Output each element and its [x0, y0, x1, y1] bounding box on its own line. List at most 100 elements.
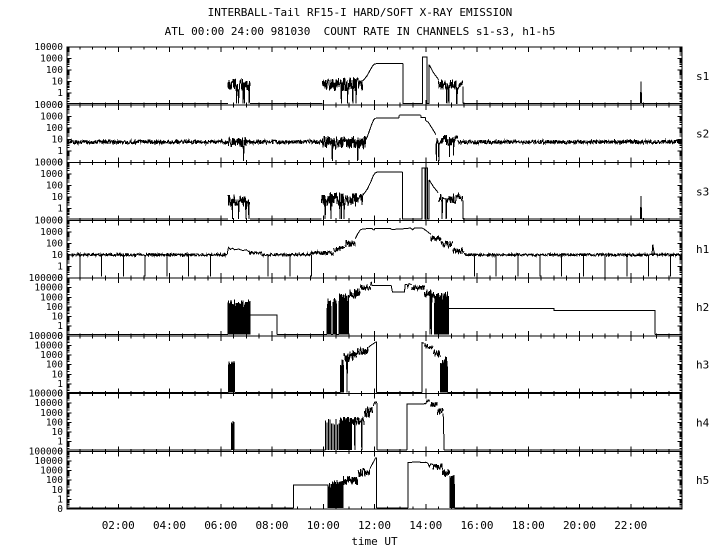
panel-ticks	[66, 335, 683, 394]
x-tick-label: 12:00	[358, 519, 391, 532]
y-tick-label: 0	[57, 273, 63, 284]
trace-h1	[651, 244, 655, 255]
trace-h2	[411, 284, 425, 292]
trace-h3	[356, 346, 369, 356]
trace-h5	[327, 483, 332, 508]
trace-s3	[320, 191, 364, 219]
y-tick-label: 10000	[34, 456, 63, 467]
trace-h1	[66, 251, 228, 258]
y-tick-label: 100	[46, 123, 63, 134]
trace-h3	[440, 356, 448, 393]
panel-frame	[66, 277, 683, 337]
trace-h4	[339, 416, 353, 451]
trace-h2	[348, 288, 361, 300]
x-tick-label: 10:00	[307, 519, 340, 532]
panel-frame	[66, 104, 683, 163]
trace-h1	[422, 227, 432, 235]
y-tick-label: 10	[52, 134, 64, 145]
trace-s1	[227, 77, 251, 104]
trace-h4	[436, 407, 444, 415]
y-tick-label: 1000	[40, 350, 63, 361]
trace-h1	[344, 240, 356, 248]
y-tick-label: 0	[57, 504, 63, 515]
y-tick-label: 10000	[34, 283, 63, 294]
panel-ticks	[66, 46, 683, 106]
channel-label-s3: s3	[696, 185, 709, 198]
trace-s3	[428, 179, 439, 193]
trace-h2	[249, 314, 278, 335]
x-tick-label: 02:00	[102, 519, 135, 532]
panel-frame	[66, 335, 683, 394]
trace-h1	[440, 239, 454, 250]
channel-label-h4: h4	[696, 416, 710, 429]
x-tick-label: 08:00	[255, 519, 288, 532]
y-tick-label: 10000	[34, 215, 63, 226]
y-tick-label: 100	[46, 65, 63, 76]
y-tick-label: 10	[52, 312, 64, 323]
trace-s2	[321, 135, 367, 162]
y-tick-label: 100	[46, 302, 63, 313]
trace-s2	[420, 114, 437, 136]
panel-frame	[66, 46, 683, 106]
trace-h4	[442, 413, 445, 451]
y-tick-label: 1000	[40, 408, 63, 419]
y-tick-label: 0	[57, 158, 63, 169]
y-tick-label: 100	[46, 360, 63, 371]
trace-h4	[429, 401, 438, 408]
x-axis-title: time UT	[351, 535, 398, 548]
trace-h2	[338, 293, 350, 335]
trace-s2	[249, 138, 323, 146]
y-tick-label: 1000	[40, 54, 63, 65]
y-tick-label: 10	[52, 369, 64, 380]
y-tick-label: 1	[57, 204, 63, 215]
trace-h1	[463, 251, 682, 258]
y-tick-label: 1	[57, 379, 63, 390]
trace-s3	[362, 171, 378, 196]
y-tick-label: 1000	[40, 169, 63, 180]
y-tick-label: 10000	[34, 42, 63, 53]
trace-h1	[430, 234, 442, 242]
trace-h1	[309, 249, 334, 257]
channel-label-h1: h1	[696, 243, 709, 256]
y-tick-label: 100000	[29, 389, 64, 400]
trace-h5	[330, 480, 344, 508]
x-tick-label: 14:00	[409, 519, 442, 532]
y-tick-label: 100	[46, 181, 63, 192]
trace-h3	[421, 341, 425, 393]
trace-h2	[227, 299, 251, 335]
trace-s1	[362, 63, 377, 82]
trace-h5	[432, 462, 443, 471]
y-tick-label: 1	[57, 437, 63, 448]
trace-h4	[351, 416, 365, 451]
trace-h2	[447, 308, 656, 335]
channel-label-s2: s2	[696, 128, 709, 141]
x-tick-label: 06:00	[204, 519, 237, 532]
y-tick-label: 1	[57, 494, 63, 505]
y-tick-label: 1000	[40, 466, 63, 477]
trace-s2	[435, 134, 459, 162]
trace-s3	[639, 196, 643, 219]
trace-h2	[332, 297, 337, 335]
y-tick-label: 10	[52, 77, 64, 88]
y-tick-label: 10	[52, 427, 64, 438]
trace-h1	[354, 227, 423, 239]
trace-s2	[398, 114, 400, 119]
trace-h5	[357, 467, 371, 478]
channel-label-h3: h3	[696, 359, 709, 372]
y-tick-label: 10	[52, 485, 64, 496]
trace-h3	[343, 350, 357, 393]
y-tick-label: 1	[57, 261, 63, 272]
trace-h5	[293, 484, 329, 508]
trace-h3	[423, 342, 434, 350]
y-tick-label: 0	[57, 100, 63, 111]
y-tick-label: 0	[57, 446, 63, 457]
trace-s1	[402, 56, 430, 104]
trace-h2	[326, 298, 332, 335]
y-tick-label: 0	[57, 389, 63, 400]
trace-h4	[372, 400, 378, 451]
panel-ticks	[66, 162, 683, 221]
chart-title: INTERBALL-Tail RF15-I HARD/SOFT X-RAY EM…	[207, 6, 513, 19]
